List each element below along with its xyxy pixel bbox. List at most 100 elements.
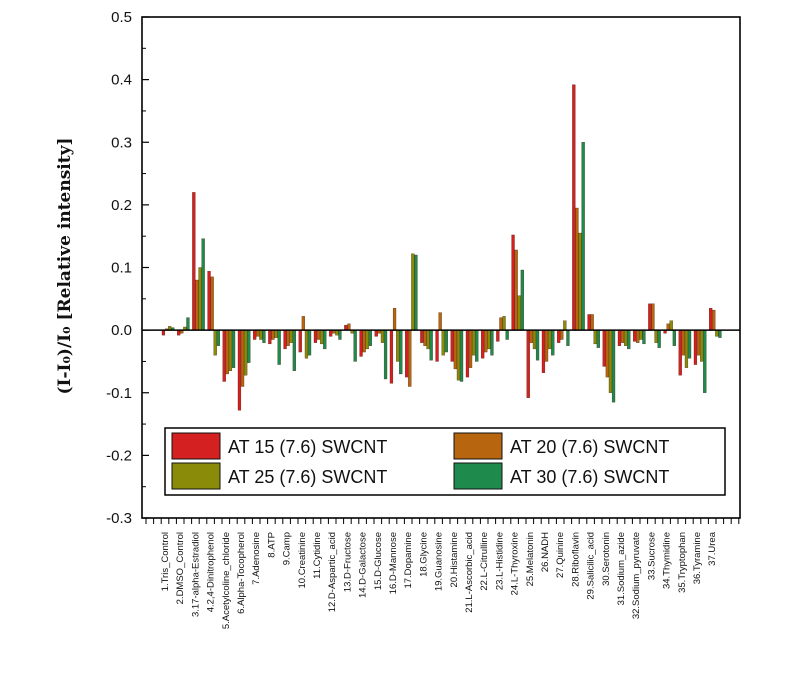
bar-4-2 bbox=[186, 317, 190, 331]
bar-1-27 bbox=[557, 329, 561, 343]
bar-2-28 bbox=[575, 207, 579, 331]
bar-4-12 bbox=[338, 329, 342, 340]
bar-3-10 bbox=[304, 329, 309, 359]
x-category-label: 17.Dopamine bbox=[403, 532, 414, 589]
bar-1-1 bbox=[161, 329, 166, 336]
legend-label: AT 15 (7.6) SWCNT bbox=[228, 437, 387, 457]
bar-4-13 bbox=[353, 329, 357, 362]
bar-1-15 bbox=[374, 329, 378, 337]
bar-4-18 bbox=[429, 329, 433, 361]
legend-label: AT 30 (7.6) SWCNT bbox=[510, 467, 669, 487]
bar-1-18 bbox=[420, 329, 424, 343]
x-category-label: 25.Melatonin bbox=[525, 532, 536, 586]
x-category-label: 33.Sucrose bbox=[646, 532, 657, 580]
bar-4-28 bbox=[581, 142, 585, 331]
x-category-label: 15.D-Glucose bbox=[373, 532, 384, 590]
bar-3-26 bbox=[548, 329, 552, 350]
bar-3-29 bbox=[593, 329, 597, 345]
x-category-label: 36.Tyramine bbox=[692, 532, 703, 584]
x-category-label: 31.Sodium_azide bbox=[616, 532, 627, 605]
bar-1-26 bbox=[541, 329, 546, 373]
bar-3-19 bbox=[441, 329, 445, 356]
bar-4-31 bbox=[627, 329, 631, 350]
bar-4-37 bbox=[718, 329, 722, 338]
y-tick-label: 0.4 bbox=[111, 72, 132, 89]
bar-3-37 bbox=[715, 329, 719, 337]
y-axis: -0.3 -0.2 -0.1 0.0 0.1 0.2 0.3 0.4 0.5 bbox=[106, 9, 149, 527]
bar-2-25 bbox=[529, 329, 533, 343]
bar-4-17 bbox=[414, 254, 418, 331]
bar-3-31 bbox=[624, 329, 628, 346]
bar-1-6 bbox=[237, 329, 242, 411]
bar-2-4 bbox=[210, 276, 214, 331]
bar-3-20 bbox=[456, 329, 461, 381]
bar-4-10 bbox=[307, 329, 312, 356]
x-category-label: 9.Camp bbox=[282, 532, 293, 565]
bar-1-16 bbox=[389, 329, 394, 384]
bar-4-19 bbox=[444, 329, 448, 353]
bar-2-30 bbox=[605, 329, 609, 378]
bar-1-8 bbox=[268, 329, 272, 345]
bar-1-14 bbox=[359, 329, 363, 357]
bar-3-17 bbox=[411, 253, 415, 331]
bar-3-4 bbox=[213, 329, 217, 356]
bar-2-9 bbox=[286, 329, 290, 346]
bar-2-19 bbox=[438, 312, 442, 331]
x-category-label: 10.Creatinine bbox=[297, 532, 308, 589]
legend-label: AT 25 (7.6) SWCNT bbox=[228, 467, 387, 487]
bar-1-35 bbox=[678, 329, 682, 376]
bar-1-29 bbox=[587, 314, 591, 331]
bar-1-7 bbox=[253, 329, 257, 340]
x-category-label: 24.L-Thyroxine bbox=[510, 532, 521, 595]
bar-4-25 bbox=[535, 329, 540, 361]
bar-4-34 bbox=[672, 329, 676, 346]
bar-4-11 bbox=[323, 329, 327, 350]
bar-4-5 bbox=[231, 329, 236, 368]
legend-swatch bbox=[171, 462, 221, 490]
bar-3-23 bbox=[502, 316, 506, 331]
legend-swatch bbox=[453, 432, 503, 460]
legend: AT 15 (7.6) SWCNT AT 20 (7.6) SWCNT AT 25 … bbox=[164, 427, 726, 496]
bar-4-7 bbox=[262, 329, 266, 343]
bar-2-23 bbox=[499, 317, 503, 331]
bar-2-31 bbox=[620, 329, 625, 343]
legend-label: AT 20 (7.6) SWCNT bbox=[510, 437, 669, 457]
bar-3-24 bbox=[517, 295, 521, 331]
bar-4-6 bbox=[247, 329, 251, 363]
bar-2-24 bbox=[514, 249, 518, 331]
bar-4-4 bbox=[216, 329, 220, 346]
x-category-label: 37.Urea bbox=[707, 531, 718, 566]
bar-3-15 bbox=[380, 329, 385, 343]
x-category-label: 27.Quinine bbox=[555, 532, 566, 578]
x-category-label: 14.D-Galactose bbox=[358, 532, 369, 598]
x-category-label: 21.L-Ascorbic_acid bbox=[464, 532, 475, 613]
bar-2-37 bbox=[712, 309, 716, 331]
bar-3-6 bbox=[244, 329, 248, 376]
bar-1-20 bbox=[450, 329, 454, 362]
bar-3-12 bbox=[335, 329, 339, 336]
bar-3-34 bbox=[669, 320, 673, 331]
y-tick-label: 0.3 bbox=[111, 134, 132, 151]
bar-2-26 bbox=[544, 329, 549, 362]
x-category-label: 32.Sodium_pyruvate bbox=[631, 532, 642, 619]
bar-3-5 bbox=[228, 329, 233, 371]
bar-1-21 bbox=[465, 329, 470, 378]
bar-4-36 bbox=[703, 329, 707, 393]
bar-4-8 bbox=[277, 329, 281, 365]
bar-2-21 bbox=[468, 329, 473, 368]
bar-4-29 bbox=[596, 329, 600, 348]
x-category-label: 8.ATP bbox=[266, 532, 277, 558]
bar-1-37 bbox=[709, 308, 713, 331]
x-category-label: 16.D-Mannose bbox=[388, 532, 399, 594]
bar-2-5 bbox=[225, 329, 229, 375]
bar-1-4 bbox=[207, 271, 211, 331]
bar-4-9 bbox=[292, 329, 296, 371]
bar-4-15 bbox=[383, 329, 388, 380]
bar-3-28 bbox=[578, 232, 582, 331]
bar-4-35 bbox=[687, 329, 692, 359]
bar-3-32 bbox=[639, 329, 643, 340]
bar-4-24 bbox=[520, 269, 524, 331]
bar-2-22 bbox=[484, 329, 488, 353]
plot-layer bbox=[142, 84, 740, 411]
x-axis: 1.Tris_Control 2.DMSO_Control 3.17-alpha-E… bbox=[145, 518, 740, 629]
